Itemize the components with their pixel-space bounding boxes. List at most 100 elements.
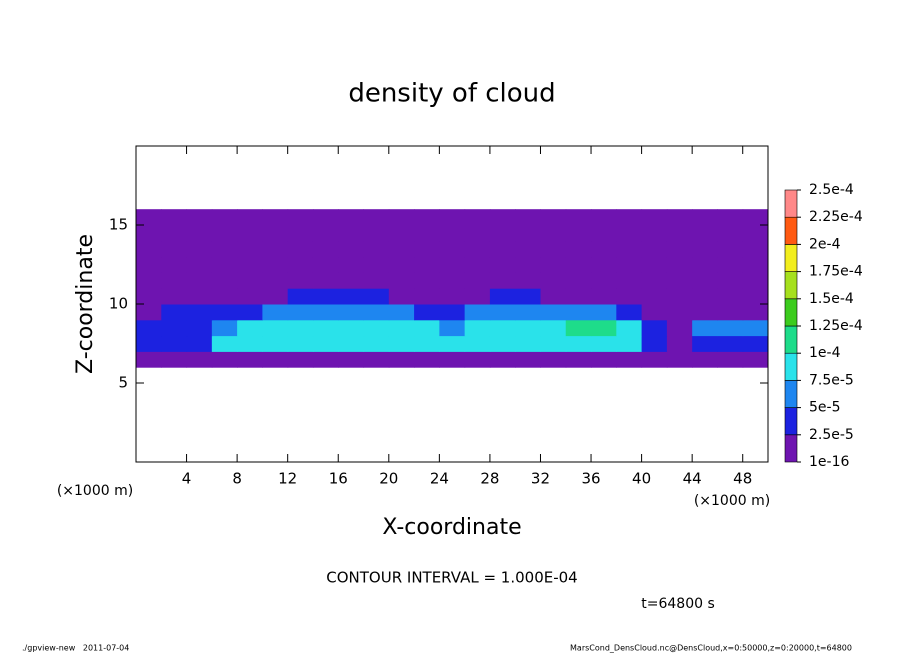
density-cell xyxy=(641,240,668,258)
density-cell xyxy=(186,288,213,305)
density-cell xyxy=(616,288,643,305)
density-cell xyxy=(439,256,466,273)
density-cell xyxy=(136,304,162,321)
density-cell xyxy=(287,335,314,352)
density-cell xyxy=(414,304,440,321)
density-cell xyxy=(540,256,567,273)
density-cell xyxy=(540,319,567,337)
density-cell xyxy=(742,288,769,305)
density-cell xyxy=(287,272,314,289)
density-cell xyxy=(338,319,365,337)
density-cell xyxy=(338,209,365,226)
density-cell xyxy=(666,256,693,273)
density-cell xyxy=(312,272,339,289)
density-cell xyxy=(666,240,693,258)
density-cell xyxy=(414,225,440,242)
density-cell xyxy=(464,351,491,368)
density-cell xyxy=(515,240,541,258)
density-cell xyxy=(489,288,516,305)
density-cell xyxy=(414,272,440,289)
density-cell xyxy=(666,304,693,321)
density-cell xyxy=(565,351,592,368)
density-cell xyxy=(692,304,718,321)
density-cell xyxy=(312,225,339,242)
density-cell xyxy=(717,240,744,258)
density-cell xyxy=(439,351,466,368)
density-cell xyxy=(237,288,263,305)
density-cell xyxy=(312,304,339,321)
x-tick-label: 8 xyxy=(232,470,242,488)
density-cell xyxy=(211,256,238,273)
density-cell xyxy=(237,319,263,337)
x-tick-label: 28 xyxy=(480,470,499,488)
density-cell xyxy=(136,319,162,337)
density-cell xyxy=(338,335,365,352)
density-cell xyxy=(439,225,466,242)
density-cell xyxy=(591,304,617,321)
density-cell xyxy=(666,225,693,242)
density-cell xyxy=(742,319,769,337)
density-cell xyxy=(211,288,238,305)
density-cell xyxy=(540,272,567,289)
density-cell xyxy=(237,209,263,226)
x-tick-label: 4 xyxy=(182,470,192,488)
density-cell xyxy=(262,335,289,352)
density-cell xyxy=(186,335,213,352)
density-cell xyxy=(565,288,592,305)
density-cell xyxy=(692,225,718,242)
density-cell xyxy=(338,351,365,368)
density-cell xyxy=(616,272,643,289)
time-label: t=64800 s xyxy=(641,596,715,612)
density-cell xyxy=(489,240,516,258)
density-cell xyxy=(666,335,693,352)
density-cell xyxy=(591,240,617,258)
density-cell xyxy=(439,272,466,289)
density-cell xyxy=(591,272,617,289)
density-cell xyxy=(540,288,567,305)
density-cell xyxy=(717,225,744,242)
density-cell xyxy=(338,304,365,321)
density-cell xyxy=(591,319,617,337)
density-cell xyxy=(211,225,238,242)
density-cell xyxy=(439,335,466,352)
density-cell xyxy=(312,288,339,305)
colorbar-band xyxy=(784,298,798,327)
density-cell xyxy=(388,304,415,321)
density-cell xyxy=(692,240,718,258)
density-cell xyxy=(388,256,415,273)
colorbar-band xyxy=(784,271,798,300)
density-cell xyxy=(489,351,516,368)
density-cell xyxy=(616,209,643,226)
density-cell xyxy=(136,351,162,368)
density-cell xyxy=(211,240,238,258)
density-cell xyxy=(540,335,567,352)
density-cell xyxy=(717,272,744,289)
density-cell xyxy=(565,240,592,258)
density-cell xyxy=(742,225,769,242)
density-cell xyxy=(186,225,213,242)
colorbar-band xyxy=(784,380,798,408)
density-cell xyxy=(692,319,718,337)
density-cell xyxy=(262,319,289,337)
density-cell xyxy=(742,256,769,273)
density-cell xyxy=(186,319,213,337)
density-cell xyxy=(565,225,592,242)
density-cell xyxy=(211,304,238,321)
density-cell xyxy=(136,225,162,242)
footer-right: MarsCond_DensCloud.nc@DensCloud,x=0:5000… xyxy=(570,644,852,653)
density-cell xyxy=(641,319,668,337)
density-cell xyxy=(641,351,668,368)
density-cell xyxy=(363,304,390,321)
density-cell xyxy=(338,240,365,258)
density-cell xyxy=(515,335,541,352)
density-cell xyxy=(161,225,188,242)
density-cell xyxy=(414,256,440,273)
density-cell xyxy=(616,335,643,352)
y-tick-label: 15 xyxy=(109,216,128,234)
density-cell xyxy=(565,272,592,289)
density-cell xyxy=(161,319,188,337)
density-cell xyxy=(717,304,744,321)
density-cell xyxy=(388,319,415,337)
density-cell xyxy=(641,304,668,321)
colorbar-band xyxy=(784,407,798,436)
